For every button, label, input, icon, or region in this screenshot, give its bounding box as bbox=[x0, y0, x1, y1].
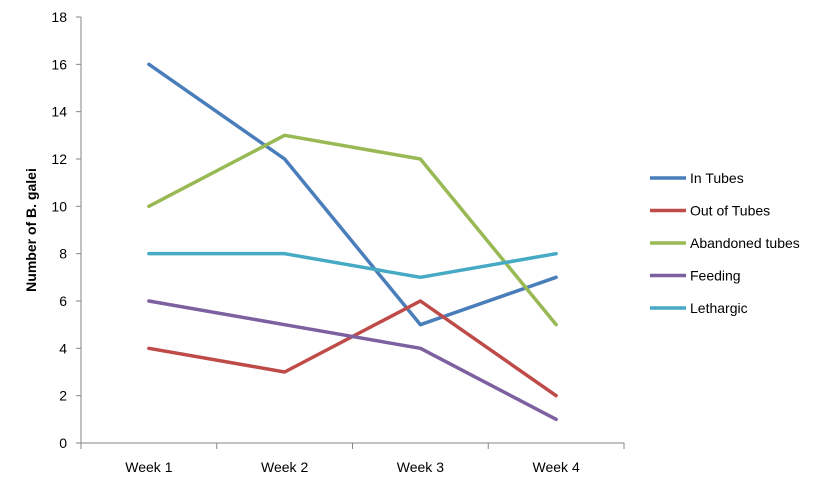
series-line-out-of-tubes bbox=[147, 299, 558, 398]
y-tick-label: 2 bbox=[59, 388, 67, 404]
x-tick-label: Week 2 bbox=[261, 459, 308, 475]
legend-label: Lethargic bbox=[690, 300, 748, 316]
y-tick-label: 8 bbox=[59, 246, 67, 262]
x-tick-label: Week 1 bbox=[125, 459, 172, 475]
legend-label: Feeding bbox=[690, 268, 741, 284]
legend-label: In Tubes bbox=[690, 170, 744, 186]
series-lines bbox=[147, 62, 558, 422]
y-tick-label: 14 bbox=[51, 104, 67, 120]
y-axis-title: Number of B. galei bbox=[23, 168, 39, 292]
y-tick-label: 4 bbox=[59, 340, 67, 356]
axes bbox=[80, 17, 624, 444]
legend-label: Out of Tubes bbox=[690, 203, 770, 219]
x-tick-label: Week 3 bbox=[397, 459, 444, 475]
y-tick-label: 12 bbox=[51, 151, 67, 167]
y-tick-label: 0 bbox=[59, 435, 67, 451]
series-line-feeding bbox=[147, 299, 558, 422]
series-line-lethargic bbox=[147, 251, 558, 280]
legend: In Tubes Out of Tubes Abandoned tubes Feedi… bbox=[650, 170, 800, 316]
y-tick-label: 16 bbox=[51, 56, 67, 72]
y-tick-label: 10 bbox=[51, 198, 67, 214]
x-tick-label: Week 4 bbox=[533, 459, 580, 475]
axis-ticks: 0 2 4 6 8 10 12 14 16 18 Week 1 Week 2 Week 3 Week 4 bbox=[51, 9, 625, 475]
series-line-abandoned-tubes bbox=[147, 133, 558, 327]
series-line-in-tubes bbox=[147, 62, 558, 327]
y-tick-label: 6 bbox=[59, 293, 67, 309]
y-tick-label: 18 bbox=[51, 9, 67, 25]
legend-label: Abandoned tubes bbox=[690, 235, 800, 251]
